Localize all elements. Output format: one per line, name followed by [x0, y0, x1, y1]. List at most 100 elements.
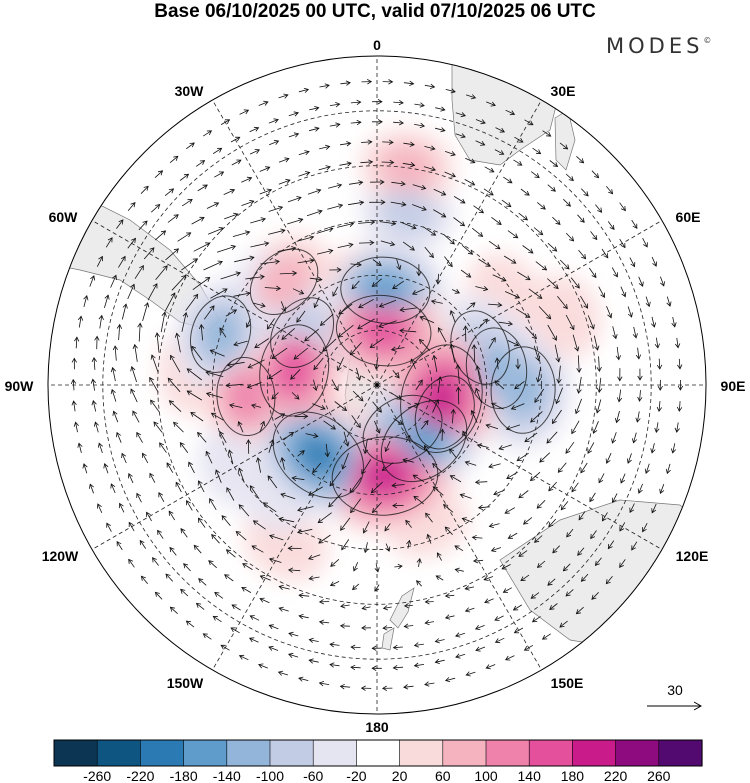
- wind-vector-620: [549, 603, 558, 611]
- wind-vector-349: [164, 292, 176, 312]
- wind-vector-519: [601, 248, 609, 259]
- wind-vector-630: [339, 684, 351, 690]
- wind-vector-438: [520, 188, 530, 196]
- wind-vector-693: [671, 317, 677, 328]
- wind-vector-152: [475, 286, 489, 292]
- wind-vector-529: [626, 453, 632, 464]
- wind-vector-238: [268, 228, 286, 235]
- wind-vector-269: [394, 563, 403, 570]
- wind-vector-201: [525, 326, 537, 340]
- wind-vector-581: [249, 126, 260, 133]
- wind-vector-333: [278, 584, 290, 590]
- wind-vector-556: [165, 573, 173, 582]
- wind-vector-703: [642, 523, 648, 533]
- wind-vector-504: [329, 122, 341, 128]
- lon-label-150e: 150E: [551, 675, 584, 691]
- wind-vector-34: [405, 435, 411, 443]
- wind-vector-417: [147, 283, 158, 301]
- wind-vector-183: [225, 309, 238, 317]
- wind-vector-599: [595, 204, 603, 213]
- wind-vector-643: [116, 541, 123, 551]
- wind-vector-176: [227, 449, 234, 464]
- wind-vector-190: [337, 221, 355, 228]
- wind-vector-139: [245, 318, 251, 328]
- wind-vector-388: [501, 564, 511, 570]
- wind-vector-394: [382, 605, 392, 611]
- wind-vector-134: [237, 420, 244, 433]
- wind-vector-103: [280, 301, 287, 313]
- wind-vector-494: [154, 230, 167, 241]
- wind-vector-605: [650, 316, 657, 328]
- wind-vector-671: [319, 83, 330, 89]
- wind-vector-398: [298, 614, 309, 620]
- wind-vector-274: [288, 567, 301, 573]
- wind-vector-189: [316, 227, 334, 234]
- wind-vector-456: [566, 528, 574, 538]
- wind-vector-462: [464, 607, 475, 613]
- wind-vector-510: [455, 133, 466, 139]
- wind-vector-92: [328, 493, 342, 508]
- wind-vector-471: [288, 631, 299, 637]
- wind-vector-472: [268, 624, 279, 630]
- wind-vector-516: [563, 198, 571, 207]
- wind-vector-206: [524, 432, 538, 443]
- wind-vector-637: [202, 633, 212, 640]
- wind-vector-324: [490, 547, 502, 552]
- wind-vector-39: [305, 433, 319, 439]
- wind-vector-501: [269, 139, 280, 146]
- contour-19: [272, 411, 364, 499]
- wind-vector-360: [339, 161, 352, 167]
- wind-vector-26: [357, 318, 375, 330]
- wind-vector-239: [287, 217, 304, 225]
- wind-vector-374: [580, 295, 589, 309]
- wind-vector-125: [392, 502, 404, 509]
- lon-label-30w: 30W: [175, 83, 205, 99]
- wind-vector-400: [259, 597, 270, 604]
- wind-vector-112: [451, 288, 461, 294]
- wind-vector-502: [288, 132, 300, 138]
- wind-vector-557: [152, 557, 159, 566]
- wind-vector-73: [332, 286, 339, 297]
- wind-vector-376: [593, 335, 600, 351]
- anomaly-3-level-1: [378, 144, 437, 192]
- wind-vector-669: [278, 93, 289, 99]
- wind-vector-477: [183, 563, 191, 572]
- wind-vector-305: [473, 205, 485, 214]
- wind-vector-277: [235, 530, 247, 541]
- wind-vector-306: [491, 216, 502, 225]
- wind-vector-98: [251, 403, 262, 409]
- wind-vector-470: [308, 637, 319, 643]
- wind-vector-212: [444, 526, 453, 535]
- wind-vector-569: [98, 314, 104, 329]
- wind-vector-434: [444, 151, 456, 157]
- wind-vector-461: [484, 598, 494, 604]
- wind-vector-341: [166, 462, 174, 473]
- wind-vector-466: [382, 625, 393, 631]
- wind-vector-628: [392, 664, 404, 671]
- colorbar-swatch-9: [442, 739, 487, 767]
- wind-vector-507: [393, 120, 404, 126]
- wind-vector-69: [271, 347, 288, 360]
- wind-vector-440: [552, 216, 561, 225]
- wind-vector-159: [505, 424, 521, 431]
- wind-vector-343: [153, 421, 163, 433]
- wind-vector-287: [174, 332, 181, 353]
- wind-vector-267: [436, 552, 442, 561]
- wind-vector-181: [209, 349, 225, 357]
- wind-vector-177: [219, 430, 227, 443]
- wind-vector-48: [378, 299, 397, 308]
- wind-vector-81: [471, 344, 477, 362]
- wind-vector-202: [533, 345, 541, 362]
- wind-vector-339: [186, 500, 193, 511]
- wind-vector-168: [363, 542, 369, 554]
- wind-vector-563: [97, 442, 103, 454]
- wind-vector-148: [402, 241, 415, 251]
- wind-vector-23: [313, 357, 324, 371]
- wind-vector-574: [138, 220, 148, 231]
- wind-vector-47: [358, 298, 374, 309]
- wind-vector-604: [645, 296, 651, 308]
- wind-vector-180: [205, 370, 224, 377]
- wind-vector-548: [308, 658, 319, 664]
- wind-vector-31: [437, 376, 443, 394]
- wind-vector-300: [370, 179, 385, 185]
